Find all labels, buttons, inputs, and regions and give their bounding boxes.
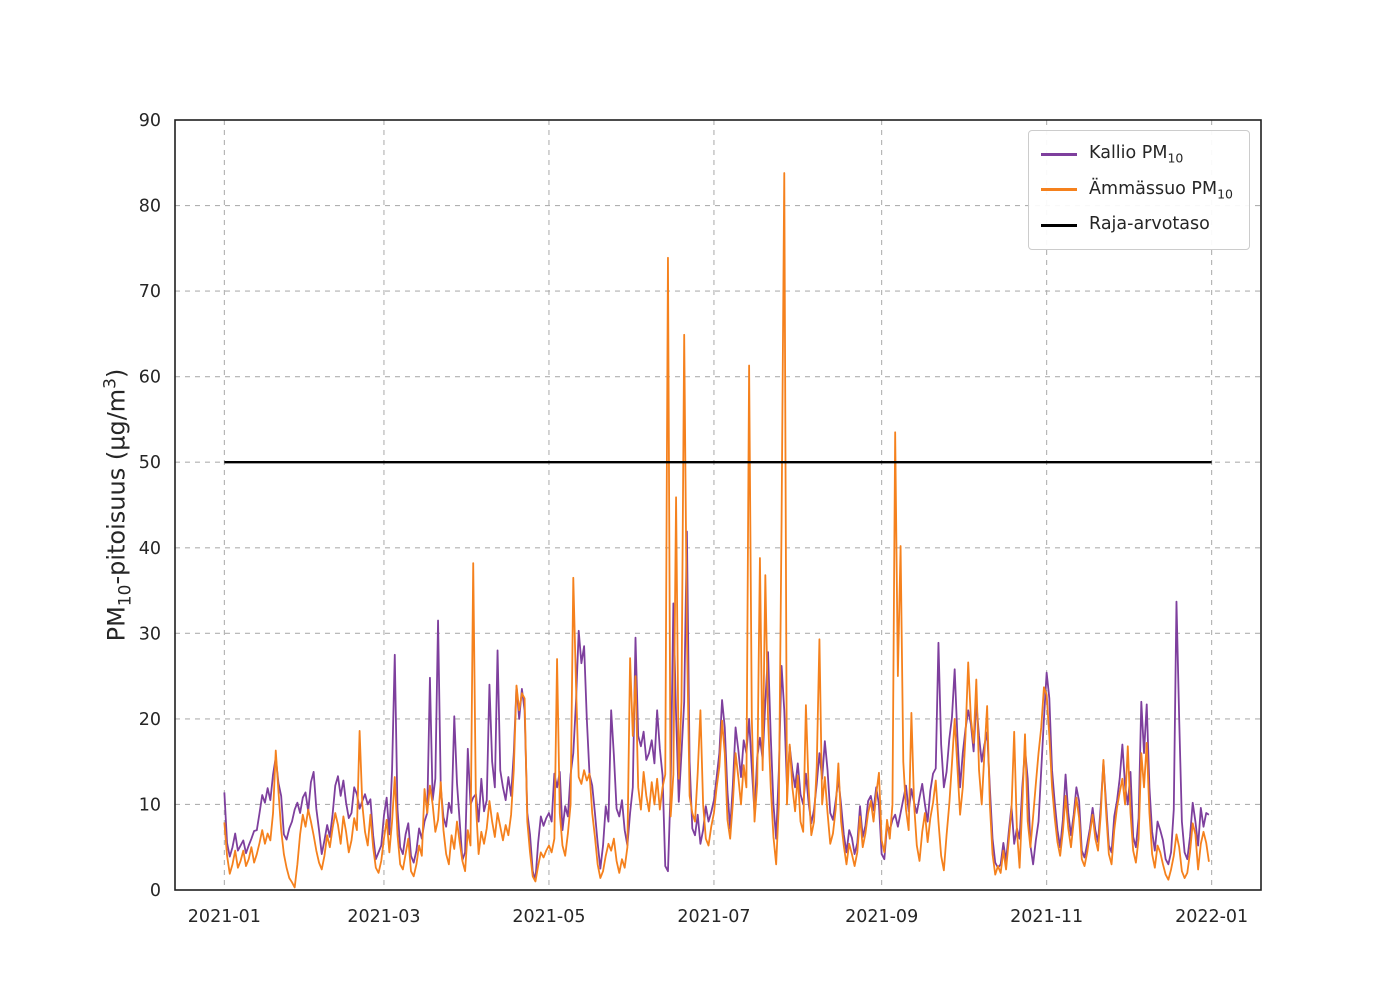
kallio-line-swatch [1041,152,1078,156]
y-tick-label: 80 [139,197,161,217]
plot-frame [174,119,1262,891]
y-tick-label: 30 [139,624,161,644]
x-tick-label: 2021-05 [512,907,585,927]
x-tick-label: 2021-09 [845,907,918,927]
x-tick-label: 2021-01 [188,907,261,927]
y-tick-label: 40 [139,539,161,559]
x-tick-label: 2021-11 [1010,907,1083,927]
y-tick-label: 20 [139,710,161,730]
x-tick-label: 2021-03 [347,907,420,927]
legend-label-ammassuo: Ämmässuo PM10 [1089,178,1233,202]
raja-arvotaso-line-swatch [1041,223,1078,227]
legend-item-raja-arvotaso: Raja-arvotaso [1041,214,1233,237]
legend-item-kallio: Kallio PM10 [1041,143,1233,166]
y-tick-label: 50 [139,453,161,473]
legend-label-raja-arvotaso: Raja-arvotaso [1089,214,1210,234]
legend-label-kallio: Kallio PM10 [1089,143,1184,166]
y-tick-label: 60 [139,368,161,388]
y-tick-label: 10 [139,795,161,815]
x-tick-label: 2021-07 [677,907,750,927]
ammassuo-series-line [223,172,1210,889]
y-axis-label: PM10-pitoisuus (µg/m3) [100,368,136,642]
legend-item-ammassuo: Ämmässuo PM10 [1041,178,1233,202]
ammassuo-line-swatch [1041,188,1078,192]
y-tick-label: 0 [150,881,161,901]
y-tick-label: 70 [139,282,161,302]
legend: Kallio PM10 Ämmässuo PM10 Raja-arvotaso [1028,130,1250,250]
kallio-series-line [223,530,1210,881]
y-tick-label: 90 [139,111,161,131]
x-tick-label: 2022-01 [1175,907,1248,927]
